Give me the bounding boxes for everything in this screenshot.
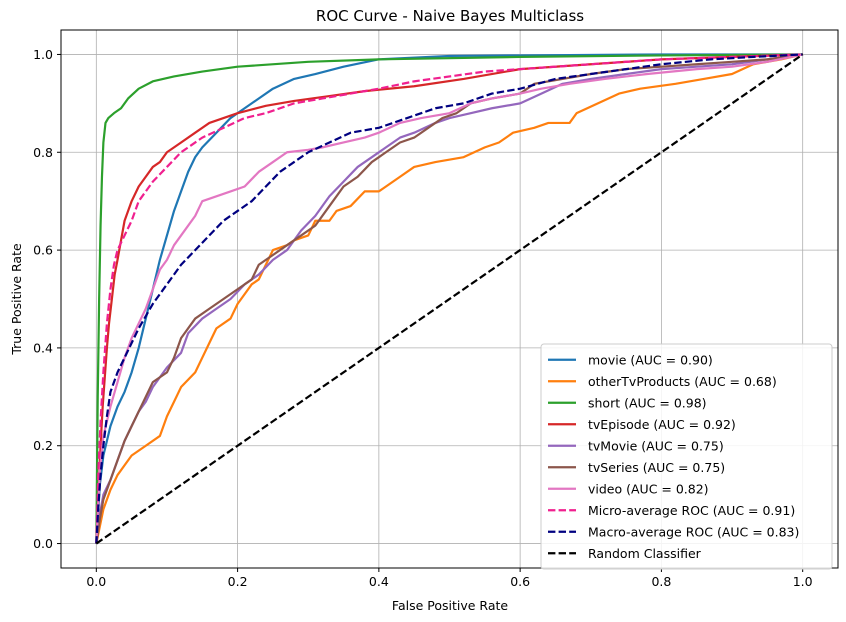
series-line-3 xyxy=(95,53,803,544)
x-tick-label: 0.2 xyxy=(228,574,248,589)
series-line-8 xyxy=(95,53,803,544)
legend-label: short (AUC = 0.98) xyxy=(588,395,707,410)
legend-label: Micro-average ROC (AUC = 0.91) xyxy=(588,503,795,518)
legend-label: tvEpisode (AUC = 0.92) xyxy=(588,417,736,432)
x-tick-label: 0.8 xyxy=(651,574,671,589)
y-tick-label: 0.0 xyxy=(33,536,53,551)
y-tick-label: 1.0 xyxy=(33,47,53,62)
legend-label: movie (AUC = 0.90) xyxy=(588,352,713,367)
legend-box xyxy=(540,343,833,570)
legend-label: tvMovie (AUC = 0.75) xyxy=(588,438,724,453)
legend-label: Macro-average ROC (AUC = 0.83) xyxy=(588,524,799,539)
series-line-2 xyxy=(95,53,803,544)
x-axis-ticks: 0.0 0.2 0.4 0.6 0.8 1.0 xyxy=(86,568,813,589)
x-tick-label: 0.4 xyxy=(369,574,389,589)
x-tick-label: 0.6 xyxy=(510,574,530,589)
series-line-9 xyxy=(95,53,804,545)
legend-label: video (AUC = 0.82) xyxy=(588,481,709,496)
legend-label: tvSeries (AUC = 0.75) xyxy=(588,460,725,475)
x-tick-label: 1.0 xyxy=(793,574,813,589)
grid-lines xyxy=(61,30,838,568)
legend-label: Random Classifier xyxy=(588,546,702,561)
x-tick-label: 0.0 xyxy=(86,574,106,589)
chart-title: ROC Curve - Naive Bayes Multiclass xyxy=(316,7,584,25)
y-axis-label: True Positive Rate xyxy=(9,243,24,356)
y-axis-ticks: 0.0 0.2 0.4 0.6 0.8 1.0 xyxy=(33,47,61,551)
x-axis-label: False Positive Rate xyxy=(392,598,508,613)
y-tick-label: 0.8 xyxy=(33,145,53,160)
series-line-6 xyxy=(95,53,803,544)
y-tick-label: 0.2 xyxy=(33,438,53,453)
y-tick-label: 0.4 xyxy=(33,340,53,355)
series-line-0 xyxy=(95,53,803,544)
legend-label: otherTvProducts (AUC = 0.68) xyxy=(588,374,777,389)
plot-frame xyxy=(60,29,839,569)
series-lines xyxy=(95,53,804,545)
y-tick-label: 0.6 xyxy=(33,243,53,258)
series-line-1 xyxy=(95,53,803,544)
legend: movie (AUC = 0.90) otherTvProducts (AUC =… xyxy=(540,343,833,570)
series-line-7 xyxy=(95,53,803,544)
